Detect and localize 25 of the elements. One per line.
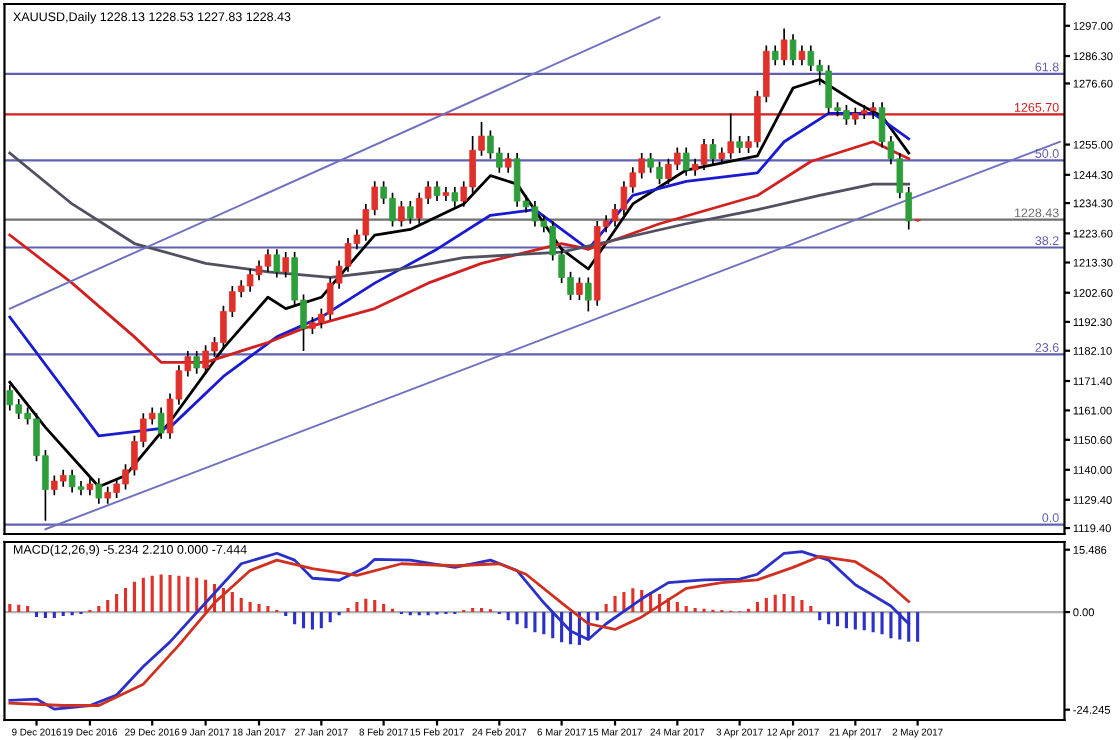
candlestick <box>433 180 441 202</box>
candlestick <box>255 259 263 282</box>
candlestick <box>798 44 806 67</box>
candlestick <box>398 200 405 228</box>
candlestick <box>807 44 815 72</box>
candlestick <box>576 276 583 301</box>
candlestick <box>273 248 281 279</box>
candlestick <box>869 101 877 120</box>
candlestick <box>193 350 200 375</box>
candlestick <box>157 406 165 440</box>
candlestick <box>682 146 690 177</box>
candlestick <box>789 33 797 67</box>
candlestick <box>780 27 788 67</box>
candlestick <box>585 276 592 313</box>
candlestick <box>771 44 779 67</box>
candlestick <box>282 251 289 279</box>
line-series <box>8 151 911 279</box>
candlestick <box>700 138 708 171</box>
candlestick <box>407 200 414 225</box>
candlestick <box>504 152 512 174</box>
candlestick <box>451 186 459 208</box>
candlestick <box>531 200 539 228</box>
candlestick <box>709 138 717 166</box>
candlestick <box>264 248 272 273</box>
candlestick <box>620 180 628 217</box>
